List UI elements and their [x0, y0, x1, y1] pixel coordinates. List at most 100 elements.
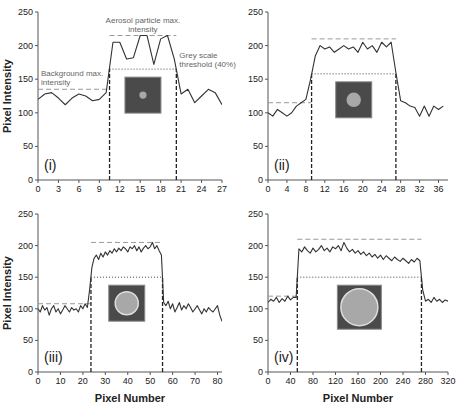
- x-tick: [217, 372, 218, 375]
- y-tick: [35, 79, 38, 80]
- x-tick-label: 200: [373, 376, 388, 386]
- y-tick-label: 0: [258, 175, 263, 185]
- threshold-annotation-line: threshold (40%): [179, 60, 236, 69]
- background-max-line: [268, 102, 312, 103]
- y-tick-label: 50: [253, 141, 263, 151]
- x-tick: [362, 180, 363, 183]
- x-tick: [78, 180, 79, 183]
- x-tick: [58, 180, 59, 183]
- y-tick-label: 100: [18, 304, 33, 314]
- x-tick: [99, 180, 100, 183]
- inset-image: [337, 285, 381, 329]
- inset-particle: [347, 93, 361, 107]
- x-tick-label: 0: [265, 184, 270, 194]
- x-tick-label: 160: [350, 376, 365, 386]
- edge-line: [311, 74, 312, 180]
- x-tick: [313, 372, 314, 375]
- y-tick: [265, 112, 268, 113]
- x-tick-label: 24: [377, 184, 387, 194]
- background-max-line: [38, 89, 110, 90]
- particle-max-line: [297, 239, 421, 240]
- x-tick-label: 80: [213, 376, 223, 386]
- y-tick-label: 50: [253, 335, 263, 345]
- y-tick: [35, 245, 38, 246]
- x-tick-label: 16: [339, 184, 349, 194]
- x-tick-label: 0: [35, 376, 40, 386]
- background-max-annotation-line: intensity: [41, 78, 70, 87]
- edge-line: [421, 277, 422, 372]
- intensity-line: [268, 242, 448, 302]
- x-tick-label: 70: [190, 376, 200, 386]
- plot-area: [268, 239, 448, 372]
- x-tick-label: 32: [415, 184, 425, 194]
- y-axis: [38, 214, 39, 372]
- particle-max-annotation-line: intensity: [128, 25, 157, 34]
- y-tick-label: 150: [248, 272, 263, 282]
- y-tick-label: 0: [28, 175, 33, 185]
- y-tick: [35, 277, 38, 278]
- background-max-line: [38, 303, 91, 304]
- y-tick-label: 250: [248, 209, 263, 219]
- y-tick-label: 200: [18, 241, 33, 251]
- x-tick: [172, 372, 173, 375]
- edge-line: [395, 74, 396, 180]
- x-tick-label: 0: [265, 376, 270, 386]
- intensity-line: [38, 36, 222, 105]
- x-tick-label: 18: [156, 184, 166, 194]
- x-tick: [105, 372, 106, 375]
- x-tick: [419, 180, 420, 183]
- y-tick-label: 100: [248, 304, 263, 314]
- y-tick: [265, 45, 268, 46]
- x-tick: [305, 180, 306, 183]
- particle-max-annotation: Aerosol particle max.intensity: [106, 16, 181, 34]
- x-axis-title: Pixel Number: [95, 392, 166, 404]
- inset-image: [336, 82, 372, 118]
- x-tick: [335, 372, 336, 375]
- plot-area: [38, 36, 222, 180]
- intensity-line: [268, 42, 443, 116]
- background-max-line: [268, 296, 297, 297]
- x-tick: [438, 180, 439, 183]
- x-tick-label: 40: [285, 376, 295, 386]
- x-tick: [195, 372, 196, 375]
- y-tick: [265, 308, 268, 309]
- y-axis: [38, 12, 39, 180]
- x-tick-label: 120: [328, 376, 343, 386]
- x-tick-label: 28: [396, 184, 406, 194]
- x-tick-label: 20: [358, 184, 368, 194]
- edge-line: [90, 277, 91, 372]
- y-axis: [268, 12, 269, 180]
- threshold-line: [91, 277, 163, 278]
- x-tick-label: 320: [440, 376, 455, 386]
- x-tick: [201, 180, 202, 183]
- x-tick-label: 80: [308, 376, 318, 386]
- y-tick: [35, 12, 38, 13]
- plot-area: [38, 242, 222, 372]
- x-tick-label: 8: [303, 184, 308, 194]
- plot-area: [268, 39, 443, 180]
- y-tick: [35, 180, 38, 181]
- x-tick: [222, 180, 223, 183]
- x-tick: [82, 372, 83, 375]
- x-tick-label: 60: [168, 376, 178, 386]
- x-tick-label: 24: [197, 184, 207, 194]
- x-tick: [448, 372, 449, 375]
- intensity-line: [38, 242, 222, 321]
- y-tick: [35, 308, 38, 309]
- x-tick-label: 12: [320, 184, 330, 194]
- y-tick: [265, 180, 268, 181]
- x-tick: [425, 372, 426, 375]
- threshold-line: [312, 73, 396, 74]
- x-tick: [403, 372, 404, 375]
- inset-particle: [115, 292, 138, 315]
- y-tick: [35, 214, 38, 215]
- inset-particle: [139, 92, 146, 99]
- panel-label: (i): [44, 157, 56, 173]
- x-axis: [38, 180, 222, 181]
- x-tick-label: 0: [35, 184, 40, 194]
- y-tick: [35, 340, 38, 341]
- y-tick: [265, 146, 268, 147]
- panel-label: (iv): [274, 349, 293, 365]
- y-axis-title: Pixel Intensity: [1, 58, 13, 133]
- x-tick-label: 6: [76, 184, 81, 194]
